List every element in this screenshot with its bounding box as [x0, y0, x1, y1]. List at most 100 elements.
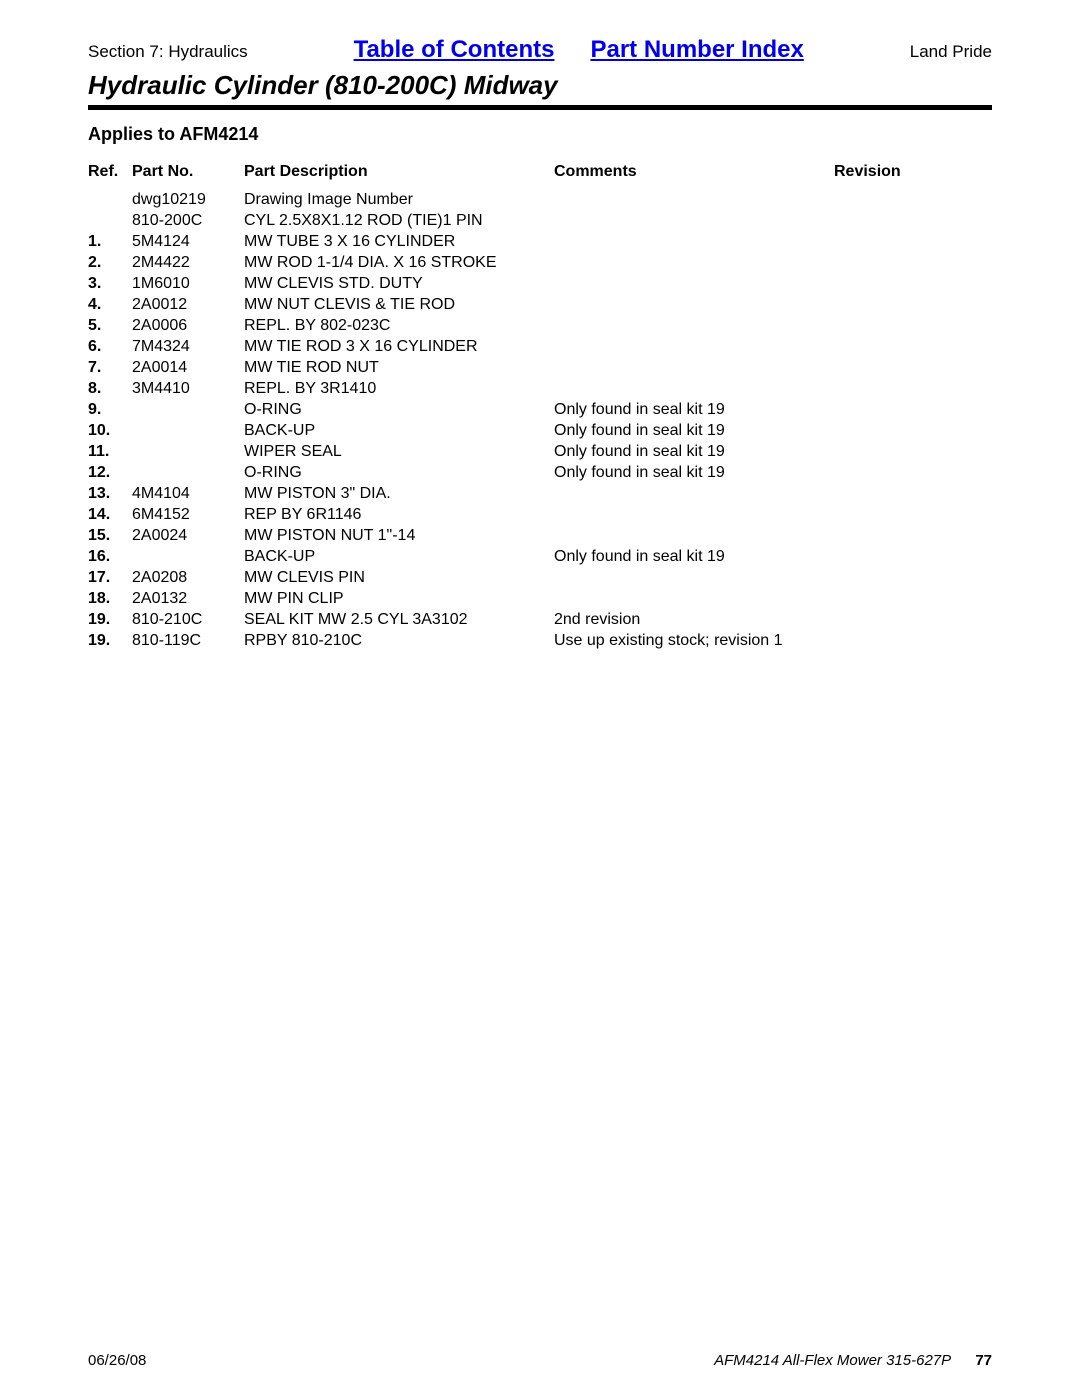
cell-desc: MW ROD 1-1/4 DIA. X 16 STROKE — [244, 252, 554, 273]
cell-revision — [834, 525, 992, 546]
col-revision: Revision — [834, 163, 992, 189]
cell-ref: 15. — [88, 525, 132, 546]
cell-revision — [834, 231, 992, 252]
cell-desc: MW TIE ROD NUT — [244, 357, 554, 378]
cell-revision — [834, 210, 992, 231]
cell-part-no — [132, 399, 244, 420]
table-row: 2.2M4422MW ROD 1-1/4 DIA. X 16 STROKE — [88, 252, 992, 273]
cell-ref: 13. — [88, 483, 132, 504]
cell-part-no — [132, 546, 244, 567]
cell-revision — [834, 420, 992, 441]
page: Section 7: Hydraulics Table of Contents … — [0, 0, 1080, 1397]
table-row: 14.6M4152REP BY 6R1146 — [88, 504, 992, 525]
applies-to: Applies to AFM4214 — [88, 124, 992, 145]
cell-comments — [554, 357, 834, 378]
cell-revision — [834, 294, 992, 315]
cell-ref: 18. — [88, 588, 132, 609]
cell-comments — [554, 504, 834, 525]
table-row: 11.WIPER SEALOnly found in seal kit 19 — [88, 441, 992, 462]
table-row: 19.810-119CRPBY 810-210CUse up existing … — [88, 630, 992, 651]
part-number-index-link[interactable]: Part Number Index — [590, 36, 803, 64]
cell-comments — [554, 525, 834, 546]
cell-part-no: 5M4124 — [132, 231, 244, 252]
page-header: Section 7: Hydraulics Table of Contents … — [88, 36, 992, 64]
title-rule — [88, 105, 992, 110]
cell-comments — [554, 378, 834, 399]
cell-revision — [834, 273, 992, 294]
header-links: Table of Contents Part Number Index — [354, 36, 804, 64]
cell-ref: 17. — [88, 567, 132, 588]
cell-comments — [554, 588, 834, 609]
col-ref: Ref. — [88, 163, 132, 189]
cell-revision — [834, 588, 992, 609]
table-row: 12.O-RINGOnly found in seal kit 19 — [88, 462, 992, 483]
cell-part-no: 810-119C — [132, 630, 244, 651]
cell-revision — [834, 399, 992, 420]
cell-revision — [834, 567, 992, 588]
cell-revision — [834, 357, 992, 378]
cell-comments — [554, 294, 834, 315]
cell-ref: 2. — [88, 252, 132, 273]
cell-ref: 19. — [88, 630, 132, 651]
cell-ref: 5. — [88, 315, 132, 336]
cell-part-no — [132, 441, 244, 462]
page-title: Hydraulic Cylinder (810-200C) Midway — [88, 70, 992, 103]
table-header-row: Ref. Part No. Part Description Comments … — [88, 163, 992, 189]
cell-revision — [834, 546, 992, 567]
cell-part-no: 1M6010 — [132, 273, 244, 294]
cell-desc: RPBY 810-210C — [244, 630, 554, 651]
footer-date: 06/26/08 — [88, 1352, 146, 1369]
cell-desc: BACK-UP — [244, 546, 554, 567]
cell-comments: Only found in seal kit 19 — [554, 546, 834, 567]
cell-desc: BACK-UP — [244, 420, 554, 441]
cell-revision — [834, 315, 992, 336]
cell-comments — [554, 252, 834, 273]
cell-ref — [88, 189, 132, 210]
cell-ref: 8. — [88, 378, 132, 399]
cell-revision — [834, 462, 992, 483]
table-row: 3.1M6010MW CLEVIS STD. DUTY — [88, 273, 992, 294]
cell-ref: 3. — [88, 273, 132, 294]
cell-desc: O-RING — [244, 462, 554, 483]
cell-desc: MW CLEVIS STD. DUTY — [244, 273, 554, 294]
col-comments: Comments — [554, 163, 834, 189]
cell-ref: 6. — [88, 336, 132, 357]
brand-label: Land Pride — [910, 42, 992, 62]
cell-part-no: 2A0006 — [132, 315, 244, 336]
cell-ref: 19. — [88, 609, 132, 630]
cell-part-no — [132, 462, 244, 483]
cell-revision — [834, 630, 992, 651]
table-row: 1.5M4124MW TUBE 3 X 16 CYLINDER — [88, 231, 992, 252]
table-row: 10. BACK-UPOnly found in seal kit 19 — [88, 420, 992, 441]
cell-desc: MW TIE ROD 3 X 16 CYLINDER — [244, 336, 554, 357]
cell-desc: REPL. BY 802-023C — [244, 315, 554, 336]
cell-desc: MW CLEVIS PIN — [244, 567, 554, 588]
cell-part-no: 2A0014 — [132, 357, 244, 378]
cell-desc: MW NUT CLEVIS & TIE ROD — [244, 294, 554, 315]
cell-ref: 10. — [88, 420, 132, 441]
footer-page-number: 77 — [975, 1352, 992, 1369]
cell-comments: Use up existing stock; revision 1 — [554, 630, 834, 651]
cell-desc: MW PISTON NUT 1"-14 — [244, 525, 554, 546]
cell-comments — [554, 210, 834, 231]
table-row: 18.2A0132MW PIN CLIP — [88, 588, 992, 609]
cell-ref: 14. — [88, 504, 132, 525]
cell-revision — [834, 504, 992, 525]
cell-ref: 7. — [88, 357, 132, 378]
cell-desc: MW PIN CLIP — [244, 588, 554, 609]
cell-ref: 4. — [88, 294, 132, 315]
toc-link[interactable]: Table of Contents — [354, 36, 555, 64]
cell-ref: 16. — [88, 546, 132, 567]
cell-comments — [554, 336, 834, 357]
cell-revision — [834, 483, 992, 504]
page-footer: 06/26/08 AFM4214 All-Flex Mower 315-627P… — [88, 1352, 992, 1369]
cell-ref: 9. — [88, 399, 132, 420]
table-row: 19.810-210CSEAL KIT MW 2.5 CYL 3A31022nd… — [88, 609, 992, 630]
cell-comments: Only found in seal kit 19 — [554, 420, 834, 441]
col-part-no: Part No. — [132, 163, 244, 189]
cell-comments — [554, 483, 834, 504]
col-desc: Part Description — [244, 163, 554, 189]
cell-ref: 11. — [88, 441, 132, 462]
cell-revision — [834, 189, 992, 210]
cell-ref: 1. — [88, 231, 132, 252]
